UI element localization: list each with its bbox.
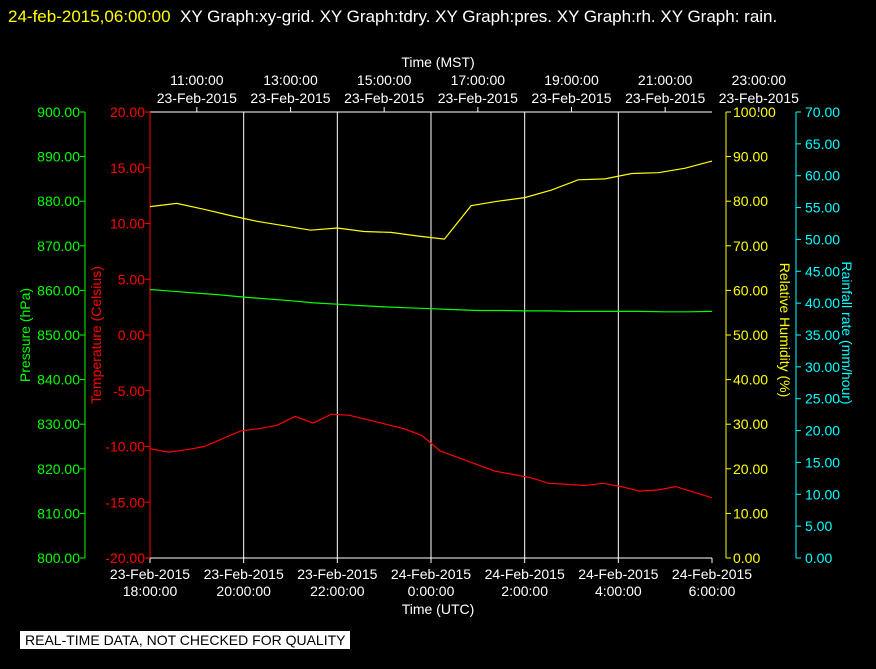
pressure-series-line — [149, 288, 713, 313]
rainfall-tick-label: 45.00 — [805, 263, 840, 279]
top-tick-time: 19:00:00 — [544, 72, 599, 88]
pressure-tick-label: 800.00 — [37, 550, 80, 566]
top-tick-date: 23-Feb-2015 — [157, 90, 237, 106]
rainfall-tick-label: 15.00 — [805, 454, 840, 470]
top-tick-date: 23-Feb-2015 — [719, 90, 799, 106]
temperature-tick-label: -5.00 — [113, 383, 145, 399]
rainfall-tick-label: 5.00 — [805, 518, 832, 534]
bottom-tick-date: 24-Feb-2015 — [672, 566, 752, 582]
temperature-tick-label: 0.00 — [118, 327, 145, 343]
top-tick-time: 15:00:00 — [357, 72, 412, 88]
pressure-tick-label: 840.00 — [37, 372, 80, 388]
pressure-tick-label: 830.00 — [37, 416, 80, 432]
top-tick-date: 23-Feb-2015 — [250, 90, 330, 106]
temperature-tick-label: -10.00 — [105, 439, 145, 455]
rainfall-tick-label: 25.00 — [805, 391, 840, 407]
rainfall-tick-label: 40.00 — [805, 295, 840, 311]
bottom-tick-time: 2:00:00 — [501, 583, 548, 599]
top-tick-date: 23-Feb-2015 — [531, 90, 611, 106]
bottom-tick-date: 24-Feb-2015 — [578, 566, 658, 582]
bottom-tick-date: 23-Feb-2015 — [297, 566, 377, 582]
rainfall-tick-label: 60.00 — [805, 168, 840, 184]
rainfall-tick-label: 30.00 — [805, 359, 840, 375]
humidity-tick-label: 40.00 — [733, 372, 768, 388]
bottom-tick-time: 6:00:00 — [689, 583, 736, 599]
top-tick-date: 23-Feb-2015 — [625, 90, 705, 106]
humidity-tick-label: 60.00 — [733, 282, 768, 298]
qc-notice: REAL-TIME DATA, NOT CHECKED FOR QUALITY — [20, 631, 351, 649]
rainfall-tick-label: 50.00 — [805, 231, 840, 247]
top-tick-time: 11:00:00 — [170, 72, 224, 88]
top-tick-time: 17:00:00 — [451, 72, 506, 88]
pressure-tick-label: 900.00 — [37, 104, 80, 120]
humidity-axis-title: Relative Humidity (%) — [777, 263, 793, 398]
series-group — [149, 160, 713, 499]
humidity-tick-label: 50.00 — [733, 327, 768, 343]
bottom-tick-time: 18:00:00 — [123, 583, 178, 599]
rainfall-tick-label: 20.00 — [805, 423, 840, 439]
top-tick-time: 23:00:00 — [732, 72, 787, 88]
bottom-tick-date: 24-Feb-2015 — [485, 566, 565, 582]
humidity-tick-label: 10.00 — [733, 505, 768, 521]
pressure-tick-label: 850.00 — [37, 327, 80, 343]
top-tick-time: 13:00:00 — [263, 72, 318, 88]
graph-title: 24-feb-2015,06:00:00 XY Graph:xy-grid. X… — [8, 4, 868, 29]
rainfall-tick-label: 0.00 — [805, 550, 832, 566]
title-graph-list: XY Graph:xy-grid. XY Graph:tdry. XY Grap… — [180, 7, 778, 26]
pressure-tick-label: 890.00 — [37, 149, 80, 165]
rainfall-tick-label: 10.00 — [805, 486, 840, 502]
top-axis-title: Time (MST) — [401, 54, 474, 70]
temperature-tick-label: 10.00 — [110, 216, 145, 232]
bottom-tick-time: 0:00:00 — [408, 583, 455, 599]
axis-labels: Time (MST) Time (UTC) Pressure (hPa) Tem… — [17, 54, 855, 617]
temperature-axis-title: Temperature (Celsius) — [88, 266, 104, 404]
pressure-axis-title: Pressure (hPa) — [17, 288, 33, 382]
rainfall-axis-title: Rainfall rate (mm/hour) — [839, 261, 855, 404]
pressure-tick-label: 880.00 — [37, 193, 80, 209]
grid-lines — [243, 112, 619, 558]
pressure-tick-label: 820.00 — [37, 461, 80, 477]
rainfall-tick-label: 35.00 — [805, 327, 840, 343]
temperature-series-line — [149, 413, 713, 499]
humidity-tick-label: 80.00 — [733, 193, 768, 209]
temperature-tick-label: 15.00 — [110, 160, 145, 176]
temperature-tick-label: -20.00 — [105, 550, 145, 566]
top-tick-date: 23-Feb-2015 — [344, 90, 424, 106]
rainfall-tick-label: 65.00 — [805, 136, 840, 152]
humidity-tick-label: 90.00 — [733, 149, 768, 165]
temperature-tick-label: -15.00 — [105, 494, 145, 510]
bottom-tick-date: 23-Feb-2015 — [110, 566, 190, 582]
temperature-tick-label: 20.00 — [110, 104, 145, 120]
top-tick-date: 23-Feb-2015 — [438, 90, 518, 106]
bottom-tick-time: 20:00:00 — [216, 583, 271, 599]
pressure-tick-label: 810.00 — [37, 505, 80, 521]
rainfall-tick-label: 70.00 — [805, 104, 840, 120]
bottom-axis-title: Time (UTC) — [402, 601, 475, 617]
temperature-tick-label: 5.00 — [118, 271, 145, 287]
bottom-tick-time: 4:00:00 — [595, 583, 642, 599]
bottom-tick-date: 24-Feb-2015 — [391, 566, 471, 582]
humidity-tick-label: 30.00 — [733, 416, 768, 432]
humidity-tick-label: 100.00 — [733, 104, 776, 120]
pressure-tick-label: 870.00 — [37, 238, 80, 254]
humidity-series-line — [149, 160, 713, 240]
pressure-tick-label: 860.00 — [37, 282, 80, 298]
bottom-tick-date: 23-Feb-2015 — [204, 566, 284, 582]
title-timestamp: 24-feb-2015,06:00:00 — [8, 7, 171, 26]
humidity-tick-label: 70.00 — [733, 238, 768, 254]
bottom-tick-time: 22:00:00 — [310, 583, 365, 599]
axes: 23-Feb-201518:00:0023-Feb-201520:00:0023… — [37, 72, 840, 599]
top-tick-time: 21:00:00 — [638, 72, 693, 88]
humidity-tick-label: 20.00 — [733, 461, 768, 477]
humidity-tick-label: 0.00 — [733, 550, 760, 566]
rainfall-tick-label: 55.00 — [805, 200, 840, 216]
